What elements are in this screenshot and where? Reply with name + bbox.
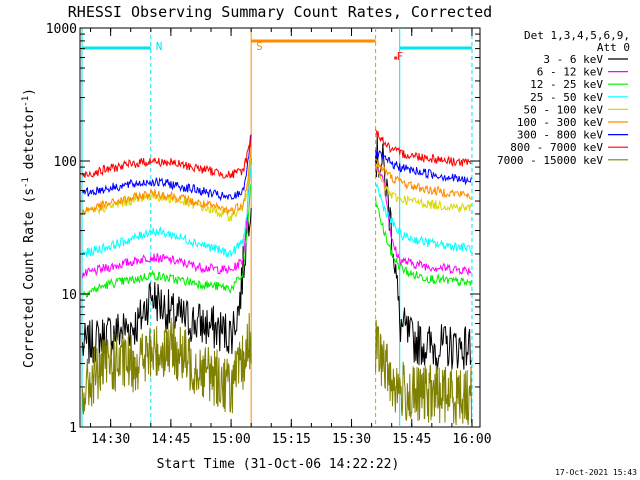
chart-title: RHESSI Observing Summary Count Rates, Co… xyxy=(68,3,492,21)
x-tick-label: 14:30 xyxy=(91,432,130,447)
y-tick-label: 100 xyxy=(54,155,77,170)
series-line xyxy=(82,164,472,259)
y-axis-label-sup-1: -1 xyxy=(21,177,31,188)
legend-label: 50 - 100 keV xyxy=(524,103,604,116)
legend-label: 12 - 25 keV xyxy=(530,78,603,91)
annotation-f: F xyxy=(397,50,404,63)
generated-timestamp: 17-Oct-2021 15:43 xyxy=(555,468,637,477)
annotation-s: S xyxy=(256,40,263,53)
x-tick-label: 15:15 xyxy=(272,432,311,447)
legend-label: 3 - 6 keV xyxy=(543,53,603,66)
series-line xyxy=(82,183,472,298)
legend-label: 6 - 12 keV xyxy=(537,66,604,79)
y-axis-label-sup-2: -1 xyxy=(21,96,31,107)
axes: 14:30 14:45 15:00 15:15 15:30 15:45 16:00 1 10 10… xyxy=(46,22,492,447)
series-line xyxy=(82,158,472,279)
plot-frame xyxy=(79,27,481,428)
region-markers: N SF xyxy=(81,28,473,427)
legend-header-detectors: Det 1,3,4,5,6,9, xyxy=(524,29,630,42)
flare-marker xyxy=(394,56,398,60)
y-axis-label: Corrected Count Rate (s-1 detector-1) xyxy=(21,88,37,368)
series-line xyxy=(82,152,472,222)
y-axis-label-main: Corrected Count Rate (s xyxy=(22,188,37,368)
y-tick-label: 1000 xyxy=(46,22,77,37)
series-line xyxy=(82,143,472,215)
series-line xyxy=(82,135,472,370)
legend-label: 7000 - 15000 keV xyxy=(497,154,603,167)
y-tick-label: 1 xyxy=(69,421,77,436)
x-tick-label: 15:00 xyxy=(212,432,251,447)
x-tick-label: 15:45 xyxy=(392,432,431,447)
legend-label: 25 - 50 keV xyxy=(530,91,603,104)
data-series xyxy=(82,129,472,426)
x-tick-label: 14:45 xyxy=(151,432,190,447)
y-tick-label: 10 xyxy=(61,288,77,303)
y-axis-label-end: ) xyxy=(22,88,37,96)
series-line xyxy=(82,135,472,202)
x-axis-label: Start Time (31-Oct-06 14:22:22) xyxy=(157,457,400,472)
legend-label: 300 - 800 keV xyxy=(517,129,603,142)
series-line xyxy=(82,129,472,179)
series-line xyxy=(82,312,472,426)
legend-header-attenuator: Att 0 xyxy=(597,41,630,54)
legend-label: 800 - 7000 keV xyxy=(510,141,603,154)
legend-label: 100 - 300 keV xyxy=(517,116,603,129)
x-tick-label: 16:00 xyxy=(452,432,491,447)
annotation-n: N xyxy=(156,40,163,53)
x-tick-label: 15:30 xyxy=(332,432,371,447)
y-axis-label-mid: detector xyxy=(22,107,37,178)
